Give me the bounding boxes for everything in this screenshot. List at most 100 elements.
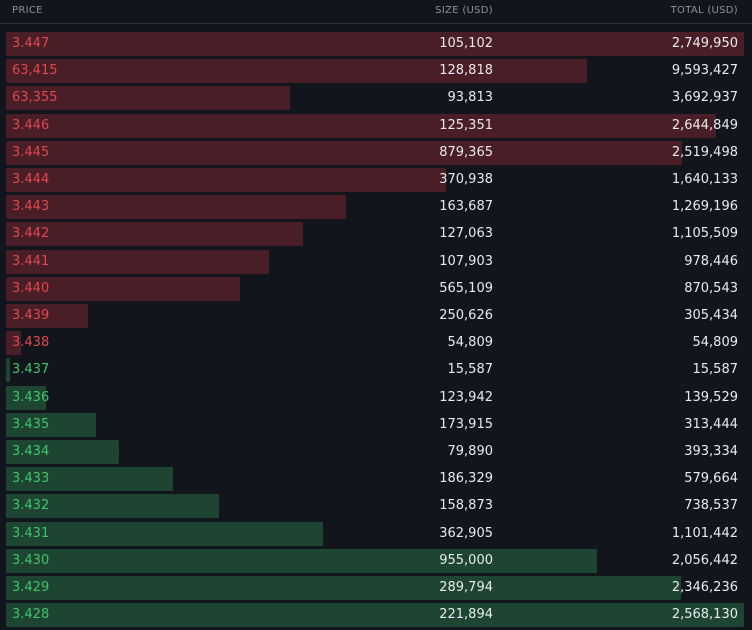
bid-row[interactable]: 3.433 186,329 579,664 (0, 467, 752, 492)
size-cell: 93,813 (447, 90, 494, 106)
bid-row[interactable]: 3.435 173,915 313,444 (0, 412, 752, 437)
depth-bar (6, 86, 290, 111)
price-cell[interactable]: 3.431 (12, 525, 50, 541)
ask-row[interactable]: 3.443 163,687 1,269,196 (0, 195, 752, 220)
price-cell[interactable]: 3.442 (12, 226, 50, 242)
size-cell: 250,626 (439, 308, 493, 323)
price-cell[interactable]: 3.434 (12, 444, 50, 459)
bid-row[interactable]: 3.432 158,873 738,537 (0, 494, 752, 519)
total-cell: 2,568,130 (671, 607, 738, 623)
depth-bar (6, 494, 219, 519)
size-cell: 879,365 (439, 144, 493, 160)
bid-row[interactable]: 3.430 955,000 2,056,442 (0, 548, 752, 573)
ask-row[interactable]: 3.440 565,109 870,543 (0, 276, 752, 301)
ask-row[interactable]: 3.446 125,351 2,644,849 (0, 113, 752, 138)
price-cell[interactable]: 3.441 (12, 253, 50, 269)
size-cell: 158,873 (439, 498, 493, 514)
total-cell: 305,434 (684, 308, 738, 323)
size-cell: 173,915 (439, 416, 493, 432)
depth-bar (6, 113, 716, 138)
price-cell[interactable]: 3.444 (12, 172, 50, 187)
total-cell: 2,644,849 (671, 117, 738, 133)
size-cell: 105,102 (439, 36, 493, 51)
price-cell[interactable]: 3.439 (12, 308, 50, 323)
depth-bar (6, 304, 88, 328)
depth-bar (6, 32, 744, 56)
depth-bar (6, 249, 269, 274)
size-cell: 362,905 (439, 525, 493, 541)
price-cell[interactable]: 3.430 (12, 552, 50, 568)
ask-row[interactable]: 3.439 250,626 305,434 (0, 304, 752, 328)
total-cell: 9,593,427 (671, 63, 738, 79)
size-cell: 221,894 (439, 607, 493, 623)
bid-row[interactable]: 3.434 79,890 393,334 (0, 440, 752, 464)
price-cell[interactable]: 3.445 (12, 144, 50, 160)
ask-row[interactable]: 63,415 128,818 9,593,427 (0, 59, 752, 84)
price-cell[interactable]: 3.429 (12, 580, 50, 595)
price-cell[interactable]: 3.443 (12, 199, 50, 215)
total-cell: 393,334 (684, 444, 738, 459)
total-column-header[interactable]: TOTAL (USD) (670, 5, 738, 16)
depth-bar (6, 331, 21, 356)
size-cell: 79,890 (447, 444, 494, 459)
depth-bar (6, 168, 446, 192)
price-cell[interactable]: 63,355 (12, 90, 58, 106)
depth-bar (6, 467, 173, 492)
price-cell[interactable]: 3.435 (12, 416, 50, 432)
ask-row[interactable]: 3.447 105,102 2,749,950 (0, 32, 752, 56)
total-cell: 1,101,442 (671, 525, 738, 541)
total-cell: 870,543 (684, 280, 738, 296)
ask-row[interactable]: 3.445 879,365 2,519,498 (0, 140, 752, 165)
depth-bar (6, 276, 240, 301)
size-cell: 127,063 (439, 226, 493, 242)
price-cell[interactable]: 3.433 (12, 471, 50, 487)
size-cell: 54,809 (447, 335, 494, 351)
price-cell[interactable]: 3.440 (12, 280, 50, 296)
ask-row[interactable]: 3.441 107,903 978,446 (0, 249, 752, 274)
ask-row[interactable]: 63,355 93,813 3,692,937 (0, 86, 752, 111)
size-cell: 186,329 (439, 471, 493, 487)
price-cell[interactable]: 3.428 (12, 607, 50, 623)
ask-row[interactable]: 3.444 370,938 1,640,133 (0, 168, 752, 192)
price-cell[interactable]: 3.437 (12, 362, 50, 378)
total-cell: 1,640,133 (671, 172, 738, 187)
total-cell: 15,587 (692, 362, 739, 378)
depth-bar (6, 548, 597, 573)
depth-bar (6, 222, 303, 247)
price-cell[interactable]: 3.446 (12, 117, 50, 133)
depth-bar (6, 412, 96, 437)
price-cell[interactable]: 3.438 (12, 335, 50, 351)
price-cell[interactable]: 3.447 (12, 36, 50, 51)
depth-bar (6, 140, 682, 165)
depth-bar (6, 59, 587, 84)
ask-row[interactable]: 3.442 127,063 1,105,509 (0, 222, 752, 247)
depth-bar (6, 385, 46, 410)
size-column-header[interactable]: SIZE (USD) (435, 5, 493, 16)
size-cell: 565,109 (439, 280, 493, 296)
depth-bar (6, 358, 10, 383)
bid-row[interactable]: 3.428 221,894 2,568,130 (0, 603, 752, 628)
order-book-header: PRICE SIZE (USD) TOTAL (USD) (0, 0, 752, 24)
size-cell: 289,794 (439, 580, 493, 595)
depth-bar (6, 576, 681, 600)
price-cell[interactable]: 63,415 (12, 63, 58, 79)
price-cell[interactable]: 3.436 (12, 389, 50, 405)
size-cell: 370,938 (439, 172, 493, 187)
ask-row[interactable]: 3.438 54,809 54,809 (0, 331, 752, 356)
total-cell: 738,537 (684, 498, 738, 514)
price-cell[interactable]: 3.432 (12, 498, 50, 514)
depth-bar (6, 195, 346, 220)
total-cell: 2,346,236 (671, 580, 738, 595)
price-column-header[interactable]: PRICE (12, 5, 43, 16)
depth-bar (6, 440, 119, 464)
bid-row[interactable]: 3.436 123,942 139,529 (0, 385, 752, 410)
total-cell: 2,749,950 (671, 36, 738, 51)
bid-row[interactable]: 3.431 362,905 1,101,442 (0, 521, 752, 546)
bid-row[interactable]: 3.437 15,587 15,587 (0, 358, 752, 383)
depth-bar (6, 603, 744, 628)
size-cell: 107,903 (439, 253, 493, 269)
total-cell: 313,444 (684, 416, 738, 432)
total-cell: 1,105,509 (671, 226, 738, 242)
bid-row[interactable]: 3.429 289,794 2,346,236 (0, 576, 752, 600)
